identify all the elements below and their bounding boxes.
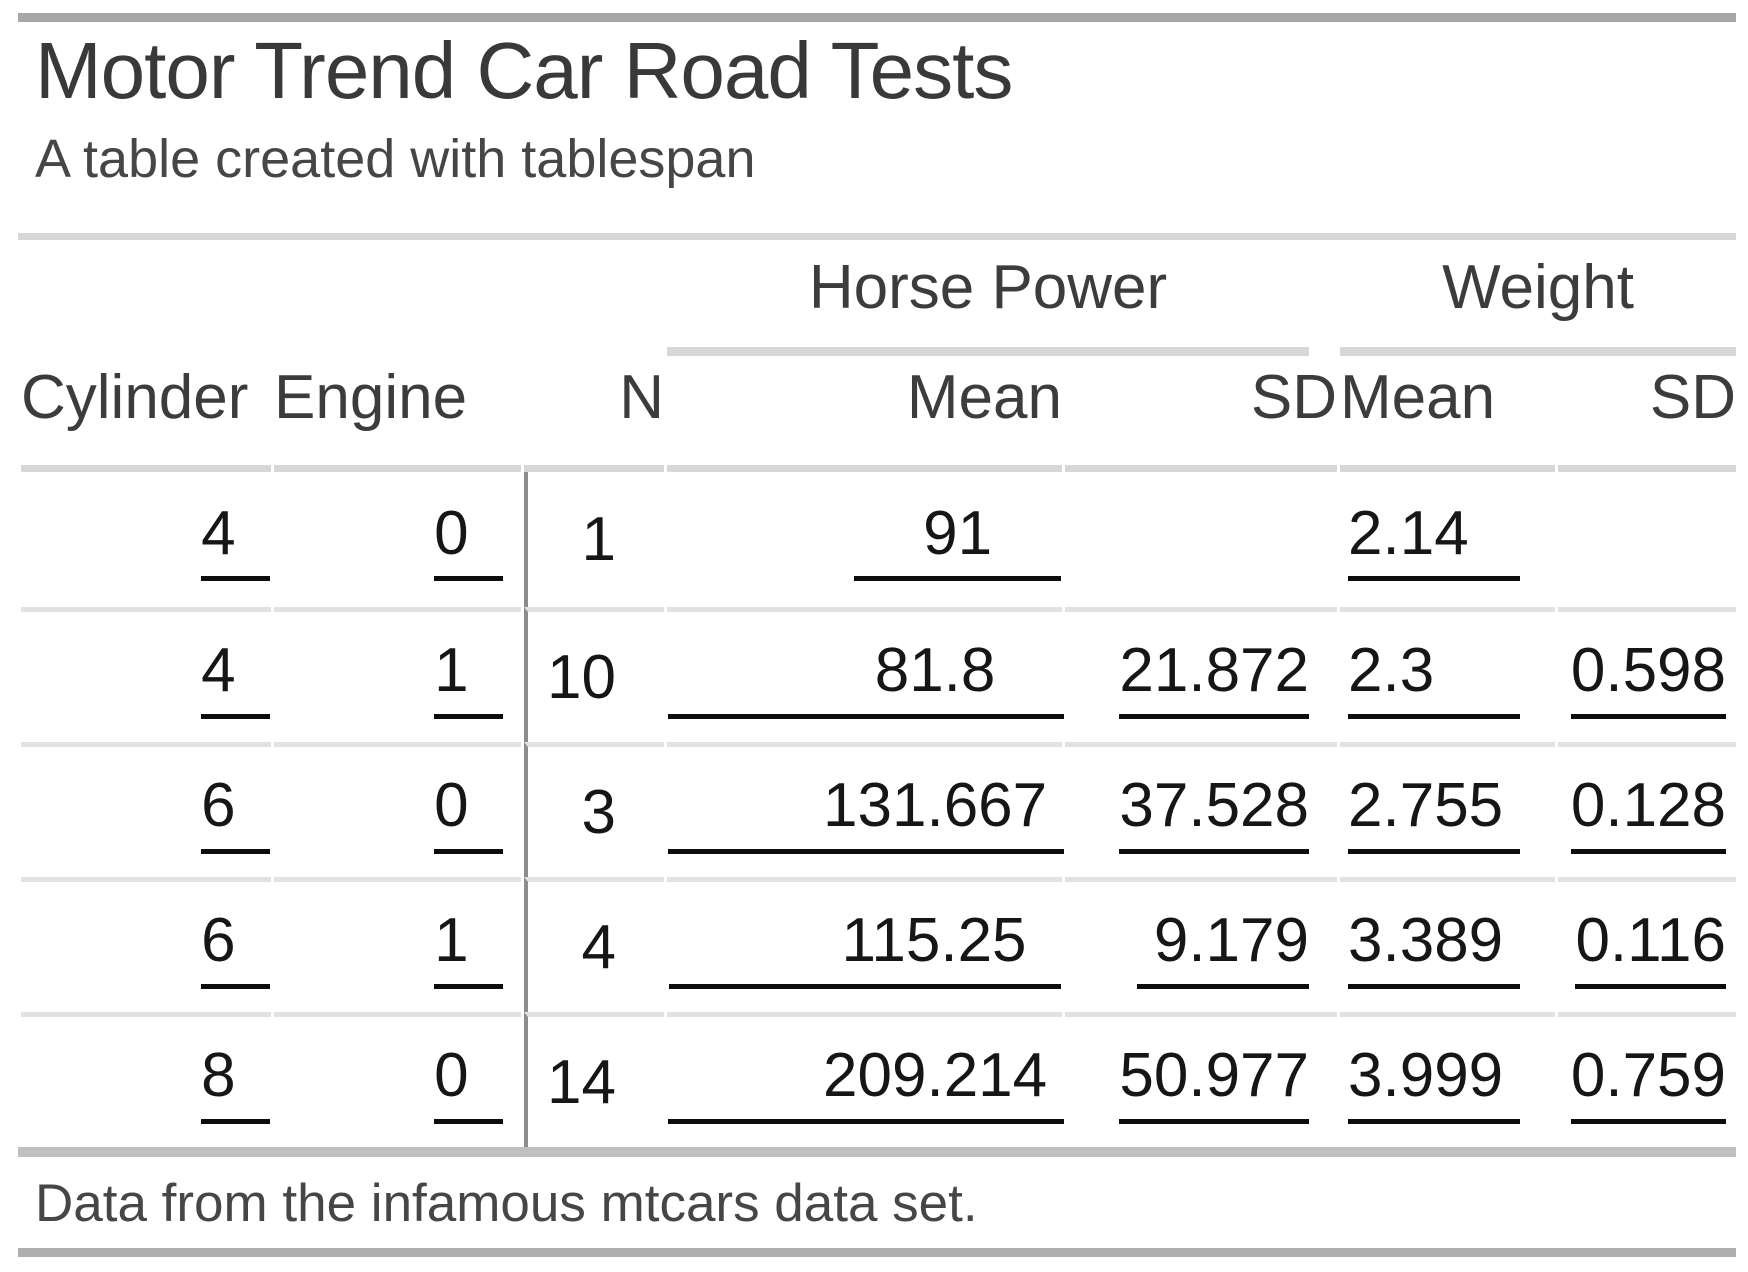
spanner-weight: Weight [1340, 240, 1737, 356]
cell-value: 115.25 [669, 907, 1061, 989]
cell-hp-sd: 50.977 [1065, 1012, 1338, 1147]
cell-value: 81.8 [668, 637, 1065, 719]
cell-hp-sd [1065, 472, 1337, 607]
cell-value: 0 [434, 1042, 503, 1124]
spanner-header-row: Horse Power Weight [21, 240, 1737, 356]
cell-hp-mean: 209.214 [667, 1012, 1065, 1147]
cell-weight-sd: 0.759 [1558, 1012, 1737, 1147]
cell-weight-sd: 0.598 [1558, 607, 1737, 742]
cell-value: 3 [581, 777, 616, 847]
table-row: 6 0 3 131.667 37.528 2.755 0.128 [21, 742, 1737, 877]
cell-value: 4 [201, 500, 270, 582]
column-header-weight-mean: Mean [1340, 356, 1556, 472]
table-row: 6 1 4 115.25 9.179 3.389 0.116 [21, 877, 1737, 1012]
cell-value: 0.116 [1575, 907, 1727, 989]
cell-value: 9.179 [1136, 907, 1310, 989]
cell-value: 37.528 [1119, 772, 1310, 854]
cell-weight-sd [1558, 472, 1736, 607]
cell-n: 10 [524, 607, 664, 742]
spanner-weight-label: Weight [1340, 246, 1737, 356]
cell-value: 209.214 [668, 1042, 1065, 1124]
cell-value: 2.3 [1348, 637, 1521, 719]
cell-value: 10 [547, 642, 616, 712]
cell-weight-mean: 2.14 [1340, 472, 1555, 607]
cell-cylinder: 6 [21, 742, 271, 877]
cell-value: 50.977 [1119, 1042, 1310, 1124]
cell-value: 0 [434, 772, 503, 854]
table-title: Motor Trend Car Road Tests [35, 26, 1013, 115]
cell-cylinder: 4 [21, 607, 271, 742]
table-row: 4 1 10 81.8 21.872 2.3 0.598 [21, 607, 1737, 742]
cell-value: 0.128 [1570, 772, 1727, 854]
cell-hp-mean: 115.25 [667, 877, 1062, 1012]
cell-engine: 1 [274, 877, 521, 1012]
column-header-engine: Engine [274, 356, 521, 472]
spanner-horse-power: Horse Power [667, 240, 1337, 356]
cell-value: 0.598 [1570, 637, 1727, 719]
table-row: 8 0 14 209.214 50.977 3.999 0.759 [21, 1012, 1737, 1147]
cell-value: 91 [854, 500, 1061, 582]
top-border-rule [18, 13, 1736, 22]
cell-weight-mean: 3.999 [1340, 1012, 1556, 1147]
cell-value: 131.667 [668, 772, 1065, 854]
cell-weight-mean: 3.389 [1340, 877, 1556, 1012]
cell-value: 1 [434, 907, 503, 989]
cell-n: 4 [524, 877, 664, 1012]
cell-value: 4 [581, 912, 616, 982]
cell-value: 6 [201, 772, 270, 854]
cell-weight-sd: 0.116 [1558, 877, 1737, 1012]
cell-value: 0.759 [1570, 1042, 1727, 1124]
cell-value: 8 [201, 1042, 270, 1124]
table-footnote: Data from the infamous mtcars data set. [35, 1174, 978, 1233]
cell-value: 3.389 [1348, 907, 1521, 989]
column-header-hp-sd: SD [1065, 356, 1338, 472]
cell-n: 3 [524, 742, 664, 877]
column-header-weight-sd: SD [1558, 356, 1737, 472]
cell-value: 3.999 [1348, 1042, 1521, 1124]
cell-value: 2.14 [1348, 500, 1521, 582]
header-top-rule [18, 233, 1736, 240]
cell-value: 0 [434, 500, 503, 582]
table-bottom-rule [18, 1147, 1736, 1157]
cell-value: 4 [201, 637, 270, 719]
table-row: 4 0 1 91 2.14 [21, 472, 1736, 607]
column-header-cylinder: Cylinder [21, 356, 271, 472]
cell-hp-mean: 131.667 [667, 742, 1065, 877]
cell-weight-mean: 2.755 [1340, 742, 1556, 877]
cell-n: 1 [524, 472, 664, 607]
cell-hp-sd: 37.528 [1065, 742, 1338, 877]
cell-engine: 1 [274, 607, 521, 742]
cell-engine: 0 [274, 742, 521, 877]
spanner-horse-power-label: Horse Power [667, 246, 1310, 356]
cell-weight-sd: 0.128 [1558, 742, 1737, 877]
cell-hp-sd: 9.179 [1065, 877, 1338, 1012]
cell-weight-mean: 2.3 [1340, 607, 1556, 742]
cell-cylinder: 8 [21, 1012, 271, 1147]
cell-value: 6 [201, 907, 270, 989]
column-header-n: N [524, 356, 664, 472]
column-header-row: Cylinder Engine N Mean SD Mean SD [21, 356, 1737, 472]
cell-hp-mean: 91 [667, 472, 1062, 607]
cell-cylinder: 4 [21, 472, 271, 607]
mtcars-summary-table: Horse Power Weight Cylinder Engine N Mea… [18, 240, 1739, 1147]
cell-engine: 0 [274, 1012, 521, 1147]
cell-hp-mean: 81.8 [667, 607, 1065, 742]
table-subtitle: A table created with tablespan [35, 129, 756, 189]
cell-value: 1 [434, 637, 503, 719]
cell-n: 14 [524, 1012, 664, 1147]
cell-value: 1 [581, 505, 616, 574]
cell-hp-sd: 21.872 [1065, 607, 1338, 742]
cell-value: 2.755 [1348, 772, 1521, 854]
cell-cylinder: 6 [21, 877, 271, 1012]
cell-value: 14 [547, 1047, 616, 1117]
cell-engine: 0 [274, 472, 521, 607]
cell-value: 21.872 [1119, 637, 1310, 719]
spanner-spacer [21, 240, 664, 356]
column-header-hp-mean: Mean [667, 356, 1062, 472]
page-bottom-rule [18, 1248, 1736, 1257]
